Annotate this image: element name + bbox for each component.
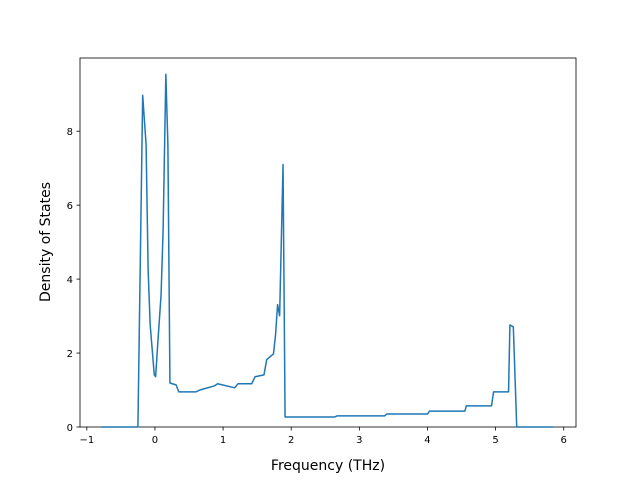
x-tick-label: 5 xyxy=(492,435,498,446)
y-tick-label: 8 xyxy=(67,127,73,138)
x-tick-label: 2 xyxy=(288,435,294,446)
y-tick-label: 2 xyxy=(67,349,73,360)
x-axis-label: Frequency (THz) xyxy=(271,458,385,474)
y-tick-label: 6 xyxy=(67,201,73,212)
x-tick-label: 4 xyxy=(424,435,430,446)
x-tick-label: 3 xyxy=(356,435,362,446)
y-axis-label: Density of States xyxy=(38,182,54,302)
x-tick-label: −1 xyxy=(79,435,94,446)
x-tick-label: 6 xyxy=(561,435,567,446)
y-tick-label: 0 xyxy=(67,423,73,434)
y-tick-label: 4 xyxy=(67,275,73,286)
x-tick-label: 1 xyxy=(220,435,226,446)
plot-frame xyxy=(79,57,577,428)
data-line xyxy=(101,73,553,428)
x-tick-label: 0 xyxy=(152,435,158,446)
